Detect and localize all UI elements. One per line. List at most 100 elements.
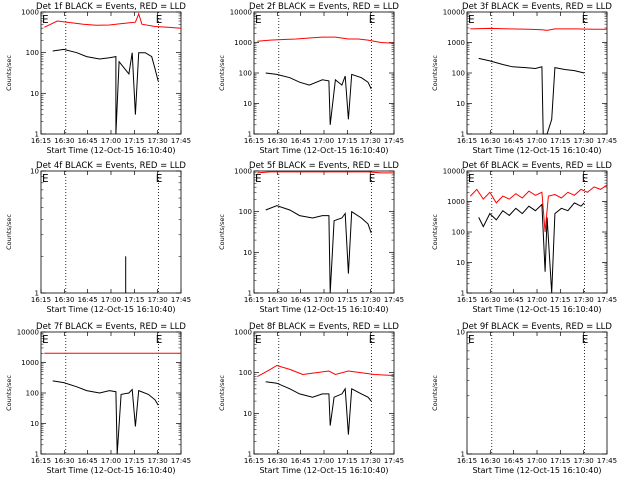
start-marker: E: [42, 13, 49, 26]
x-axis-label: Start Time (12-Oct-15 16:10:40): [46, 466, 175, 475]
x-tick-label: 17:00: [101, 457, 121, 465]
x-tick-label: 16:45: [504, 457, 524, 465]
y-axis-label: Counts/sec: [431, 214, 439, 250]
x-tick-label: 17:00: [527, 457, 547, 465]
x-tick-label: 17:15: [550, 137, 570, 145]
axes-frame: [253, 170, 395, 294]
x-tick-label: 16:15: [457, 296, 477, 304]
start-marker: E: [468, 333, 475, 346]
y-tick-label: 1: [35, 290, 39, 298]
x-tick-label: 17:15: [124, 457, 144, 465]
lld-series-line: [257, 171, 394, 174]
y-axis-label: Counts/sec: [218, 55, 226, 91]
x-tick-label: 17:00: [314, 457, 334, 465]
y-tick-label: 10: [30, 420, 39, 428]
start-marker: E: [255, 172, 262, 185]
panel-title: Det 9f BLACK = Events, RED = LLD: [462, 322, 612, 332]
panel-title: Det 2f BLACK = Events, RED = LLD: [249, 2, 399, 12]
y-tick-label: 1: [461, 451, 465, 459]
x-tick-label: 16:15: [244, 457, 264, 465]
y-axis-label: Counts/sec: [218, 214, 226, 250]
y-tick-label: 1000: [447, 198, 465, 206]
y-axis-label: Counts/sec: [218, 375, 226, 411]
panel-title: Det 1f BLACK = Events, RED = LLD: [36, 2, 186, 12]
x-tick-label: 16:30: [480, 457, 500, 465]
panel-title: Det 6f BLACK = Events, RED = LLD: [462, 161, 612, 171]
x-tick-label: 17:30: [148, 457, 168, 465]
x-tick-label: 17:30: [148, 296, 168, 304]
plot-panel: Det 3f BLACK = Events, RED = LLD Counts/s…: [431, 2, 617, 155]
y-axis-label: Counts/sec: [5, 375, 13, 411]
y-axis-label: Counts/sec: [5, 55, 13, 91]
axes-frame: [40, 11, 182, 135]
x-tick-label: 17:45: [384, 137, 404, 145]
lld-series-line: [257, 364, 395, 378]
lld-series-line: [469, 184, 608, 233]
y-tick-label: 10: [243, 249, 252, 257]
panel-title: Det 3f BLACK = Events, RED = LLD: [462, 2, 612, 12]
x-tick-label: 17:00: [101, 296, 121, 304]
lld-series-line: [470, 27, 607, 31]
events-series-line: [265, 205, 372, 294]
y-tick-label: 1000: [234, 168, 252, 176]
start-marker: E: [255, 13, 262, 26]
panel-title: Det 8f BLACK = Events, RED = LLD: [249, 322, 399, 332]
y-tick-label: 100: [452, 70, 465, 78]
start-marker: E: [42, 333, 49, 346]
axes-frame: [466, 11, 608, 135]
end-marker: E: [156, 172, 163, 185]
x-axis-label: Start Time (12-Oct-15 16:10:40): [46, 305, 175, 314]
x-tick-label: 17:45: [171, 457, 191, 465]
x-tick-label: 16:45: [291, 296, 311, 304]
plot-panel: Det 7f BLACK = Events, RED = LLD Counts/s…: [5, 322, 191, 475]
y-tick-label: 10: [456, 329, 465, 337]
y-tick-label: 1: [461, 290, 465, 298]
y-tick-label: 1: [248, 290, 252, 298]
y-tick-label: 10000: [443, 9, 465, 17]
end-marker: E: [582, 172, 589, 185]
x-tick-label: 17:15: [337, 137, 357, 145]
plot-panel: Det 1f BLACK = Events, RED = LLD Counts/s…: [5, 2, 191, 155]
plot-panel: Det 5f BLACK = Events, RED = LLD Counts/s…: [218, 161, 404, 314]
y-axis-label: Counts/sec: [5, 214, 13, 250]
y-tick-label: 100: [239, 70, 252, 78]
panel-title: Det 4f BLACK = Events, RED = LLD: [36, 161, 186, 171]
y-axis-label: Counts/sec: [431, 375, 439, 411]
end-marker: E: [156, 333, 163, 346]
x-tick-label: 16:30: [54, 137, 74, 145]
y-tick-label: 100: [26, 390, 39, 398]
x-axis-label: Start Time (12-Oct-15 16:10:40): [259, 305, 388, 314]
x-axis-label: Start Time (12-Oct-15 16:10:40): [259, 146, 388, 155]
x-tick-label: 16:45: [504, 137, 524, 145]
end-marker: E: [582, 333, 589, 346]
x-tick-label: 16:15: [244, 137, 264, 145]
end-marker: E: [369, 333, 376, 346]
y-tick-label: 100: [452, 229, 465, 237]
axes-frame: [466, 170, 608, 294]
y-tick-label: 100: [239, 369, 252, 377]
x-tick-label: 17:45: [384, 296, 404, 304]
axes-frame: [40, 331, 182, 455]
y-tick-label: 10000: [230, 9, 252, 17]
x-tick-label: 16:15: [457, 457, 477, 465]
x-tick-label: 17:30: [574, 457, 594, 465]
start-marker: E: [468, 172, 475, 185]
x-tick-label: 16:45: [504, 296, 524, 304]
x-tick-label: 16:30: [54, 457, 74, 465]
y-tick-label: 1000: [447, 39, 465, 47]
x-tick-label: 17:30: [361, 296, 381, 304]
x-tick-label: 16:45: [78, 296, 98, 304]
x-tick-label: 16:30: [267, 457, 287, 465]
y-tick-label: 10: [30, 90, 39, 98]
plot-panel: Det 8f BLACK = Events, RED = LLD Counts/s…: [218, 322, 404, 475]
y-tick-label: 10: [30, 168, 39, 176]
x-tick-label: 16:30: [480, 137, 500, 145]
start-marker: E: [468, 13, 475, 26]
events-series-line: [52, 48, 159, 135]
axes-frame: [253, 331, 395, 455]
start-marker: E: [255, 333, 262, 346]
y-tick-label: 10000: [443, 168, 465, 176]
y-tick-label: 10: [243, 410, 252, 418]
